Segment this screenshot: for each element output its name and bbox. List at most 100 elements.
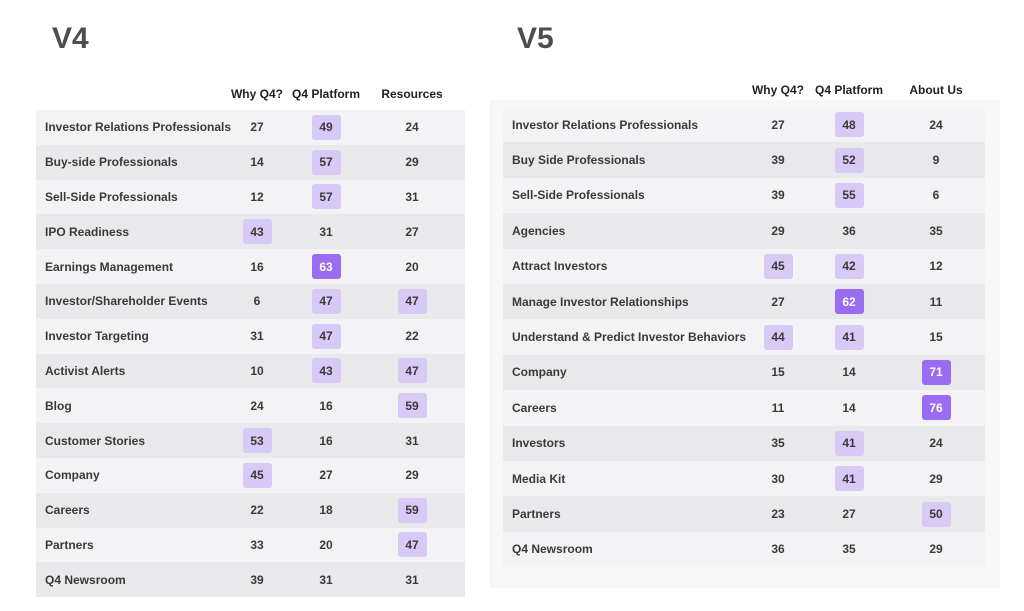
cell-value: 71 (921, 359, 951, 385)
cell-value: 41 (834, 466, 864, 492)
cell-value: 30 (771, 471, 785, 486)
cell: 22 (227, 493, 287, 528)
table-row: Sell-Side Professionals 39 55 6 (503, 177, 985, 214)
cell-value: 59 (397, 393, 427, 419)
row-label: Investors (512, 436, 566, 451)
cell: 76 (906, 390, 966, 425)
cell: 47 (296, 284, 356, 319)
cell: 27 (819, 496, 879, 531)
cell: 27 (227, 110, 287, 145)
table-row: Activist Alerts 10 43 47 (36, 353, 465, 389)
table-row: Partners 33 20 47 (36, 527, 465, 563)
row-label: Sell-Side Professionals (45, 189, 178, 204)
cell: 50 (906, 496, 966, 531)
cell: 55 (819, 178, 879, 213)
cell-value: 10 (250, 363, 264, 378)
table-row: Understand & Predict Investor Behaviors 4… (503, 319, 985, 355)
cell: 36 (748, 532, 808, 567)
table-row: Buy-side Professionals 14 57 29 (36, 144, 465, 180)
cell: 16 (296, 388, 356, 423)
cell-value: 31 (250, 329, 264, 344)
cell: 24 (382, 110, 442, 145)
cell-value: 11 (771, 400, 785, 415)
table: Why Q4? Q4 Platform Resources Investor Rela… (36, 0, 465, 611)
cell-value: 43 (242, 219, 272, 245)
table-row: Q4 Newsroom 39 31 31 (36, 562, 465, 598)
row-label: Careers (512, 400, 557, 415)
cell: 31 (382, 562, 442, 597)
table-row: Q4 Newsroom 36 35 29 (503, 531, 985, 568)
cell-value: 20 (405, 259, 419, 274)
table-row: Manage Investor Relationships 27 62 11 (503, 284, 985, 320)
cell-value: 47 (311, 323, 341, 349)
cell: 27 (748, 284, 808, 319)
cell-value: 31 (405, 433, 419, 448)
row-label: Activist Alerts (45, 363, 126, 378)
cell: 53 (227, 423, 287, 458)
table-row: Investor Relations Professionals 27 48 24 (503, 107, 985, 143)
cell: 57 (296, 145, 356, 180)
cell-value: 27 (250, 120, 264, 135)
cell: 24 (906, 107, 966, 142)
cell: 35 (819, 532, 879, 567)
cell-value: 48 (834, 112, 864, 138)
row-label: Customer Stories (45, 433, 146, 448)
cell-value: 27 (319, 468, 333, 483)
table-row: Customer Stories 53 16 31 (36, 423, 465, 458)
cell: 45 (227, 458, 287, 493)
column-header: Resources (381, 87, 443, 101)
cell: 16 (227, 249, 287, 284)
cell: 43 (227, 214, 287, 249)
table-row: Blog 24 16 59 (36, 388, 465, 424)
column-header: Q4 Platform (814, 83, 883, 97)
cell: 45 (748, 249, 808, 284)
table-row: Investor/Shareholder Events 6 47 47 (36, 284, 465, 319)
cell-value: 62 (834, 289, 864, 315)
column-header: Q4 Platform (291, 87, 360, 101)
cell: 10 (227, 354, 287, 389)
cell: 15 (748, 355, 808, 390)
cell: 12 (227, 180, 287, 215)
table-row: Investors 35 41 24 (503, 425, 985, 461)
cell-value: 24 (250, 398, 264, 413)
cell: 63 (296, 249, 356, 284)
table-row: Buy Side Professionals 39 52 9 (503, 142, 985, 178)
row-label: Agencies (512, 223, 566, 238)
cell: 41 (819, 426, 879, 461)
cell-value: 45 (242, 462, 272, 488)
cell-value: 11 (929, 294, 943, 309)
table-row: Investor Relations Professionals 27 49 24 (36, 110, 465, 145)
cell: 42 (819, 249, 879, 284)
cell-value: 27 (771, 117, 785, 132)
cell-value: 47 (311, 288, 341, 314)
cell-value: 53 (242, 428, 272, 454)
table-row: Agencies 29 36 35 (503, 213, 985, 249)
row-label: Investor Targeting (45, 329, 149, 344)
cell: 47 (382, 528, 442, 563)
cell: 59 (382, 388, 442, 423)
cell: 62 (819, 284, 879, 319)
cell: 20 (382, 249, 442, 284)
cell-value: 12 (929, 259, 943, 274)
cell: 47 (382, 354, 442, 389)
table-row: Careers 11 14 76 (503, 390, 985, 426)
cell-value: 29 (405, 155, 419, 170)
row-label: Careers (45, 503, 90, 518)
cell: 59 (382, 493, 442, 528)
cell: 6 (906, 178, 966, 213)
table-title: V4 (52, 22, 89, 55)
row-label: Company (512, 365, 567, 380)
table-row: Investor Targeting 31 47 22 (36, 318, 465, 354)
cell-value: 27 (842, 507, 856, 522)
column-header: About Us (909, 83, 963, 97)
row-label: Media Kit (512, 471, 566, 486)
cell-value: 41 (834, 430, 864, 456)
cell: 29 (382, 145, 442, 180)
cell-value: 35 (842, 542, 856, 557)
cell: 20 (296, 528, 356, 563)
cell-value: 55 (834, 182, 864, 208)
cell-value: 14 (842, 400, 856, 415)
cell: 27 (296, 458, 356, 493)
cell-value: 14 (250, 155, 264, 170)
table-row: Earnings Management 16 63 20 (36, 249, 465, 284)
